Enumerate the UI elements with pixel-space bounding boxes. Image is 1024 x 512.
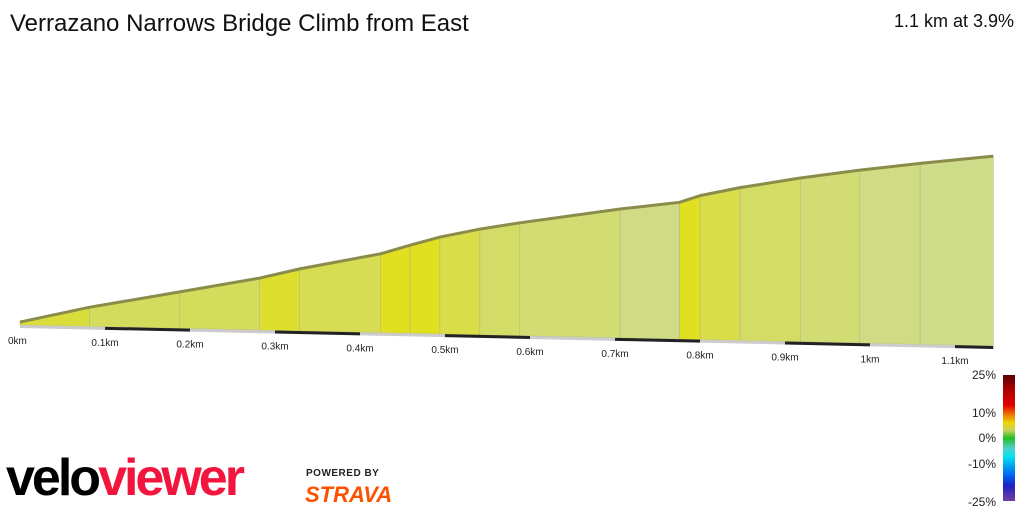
x-tick-label: 0.4km: [346, 343, 373, 354]
logo-velo: velo: [6, 449, 101, 507]
distance-axis-segment: [104, 326, 191, 332]
veloviewer-logo[interactable]: veloviewer: [6, 448, 245, 508]
profile-segment: [919, 155, 994, 347]
distance-axis-segment: [274, 330, 361, 336]
gradient-legend-bar: [1003, 375, 1015, 501]
distance-axis-segment: [614, 337, 701, 343]
page-title: Verrazano Narrows Bridge Climb from East: [10, 10, 469, 37]
profile-segment: [859, 163, 921, 345]
profile-segment: [799, 169, 861, 344]
profile-segment: [519, 208, 621, 339]
x-tick-label: 0.6km: [516, 347, 543, 358]
legend-label-neg10: -10%: [967, 457, 996, 471]
legend-label-neg25: -25%: [967, 495, 996, 509]
x-tick-label: 1.1km: [941, 356, 968, 367]
x-tick-label: 0.7km: [601, 349, 628, 360]
x-tick-label: 0.2km: [176, 340, 203, 351]
x-tick-label: 0.5km: [431, 345, 458, 356]
distance-axis-segment: [444, 334, 531, 340]
x-tick-label: 0.3km: [261, 342, 288, 353]
profile-segment: [619, 201, 680, 340]
profile-segment: [479, 222, 521, 337]
distance-axis-segment: [784, 341, 871, 347]
distance-axis-segment: [699, 339, 786, 345]
profile-segment: [739, 177, 801, 343]
distance-axis-segment: [189, 328, 276, 334]
legend-label-0: 0%: [978, 431, 996, 445]
profile-segment: [89, 291, 181, 329]
profile-segment: [699, 187, 741, 341]
distance-axis-segment: [359, 332, 446, 338]
x-tick-label: 0.8km: [686, 351, 713, 362]
elevation-profile-chart: 0km 0.1km 0.2km 0.3km 0.4km 0.5km 0.6km 0.7km 0.…: [8, 154, 994, 367]
x-tick-label: 1km: [861, 354, 880, 365]
x-tick-label: 0.9km: [771, 353, 798, 364]
distance-axis-segment: [869, 343, 956, 349]
legend-label-25: 25%: [971, 368, 996, 382]
legend-label-10: 10%: [971, 406, 996, 420]
logo-viewer: viewer: [98, 449, 245, 507]
climb-summary: 1.1 km at 3.9%: [893, 11, 1014, 31]
profile-segment: [679, 195, 701, 340]
distance-axis-segment: [954, 345, 994, 350]
powered-by-text: POWERED BY: [306, 468, 380, 479]
profile-edge-line: [19, 154, 994, 324]
profile-segment: [439, 228, 481, 336]
x-tick-label: 0.1km: [91, 338, 118, 349]
profile-segment: [409, 236, 441, 335]
x-tick-label: 0km: [8, 336, 27, 347]
distance-axis-segment: [529, 336, 616, 341]
distance-axis-segment: [19, 325, 106, 330]
strava-logo[interactable]: STRAVA: [305, 482, 393, 507]
profile-segment: [380, 244, 411, 334]
